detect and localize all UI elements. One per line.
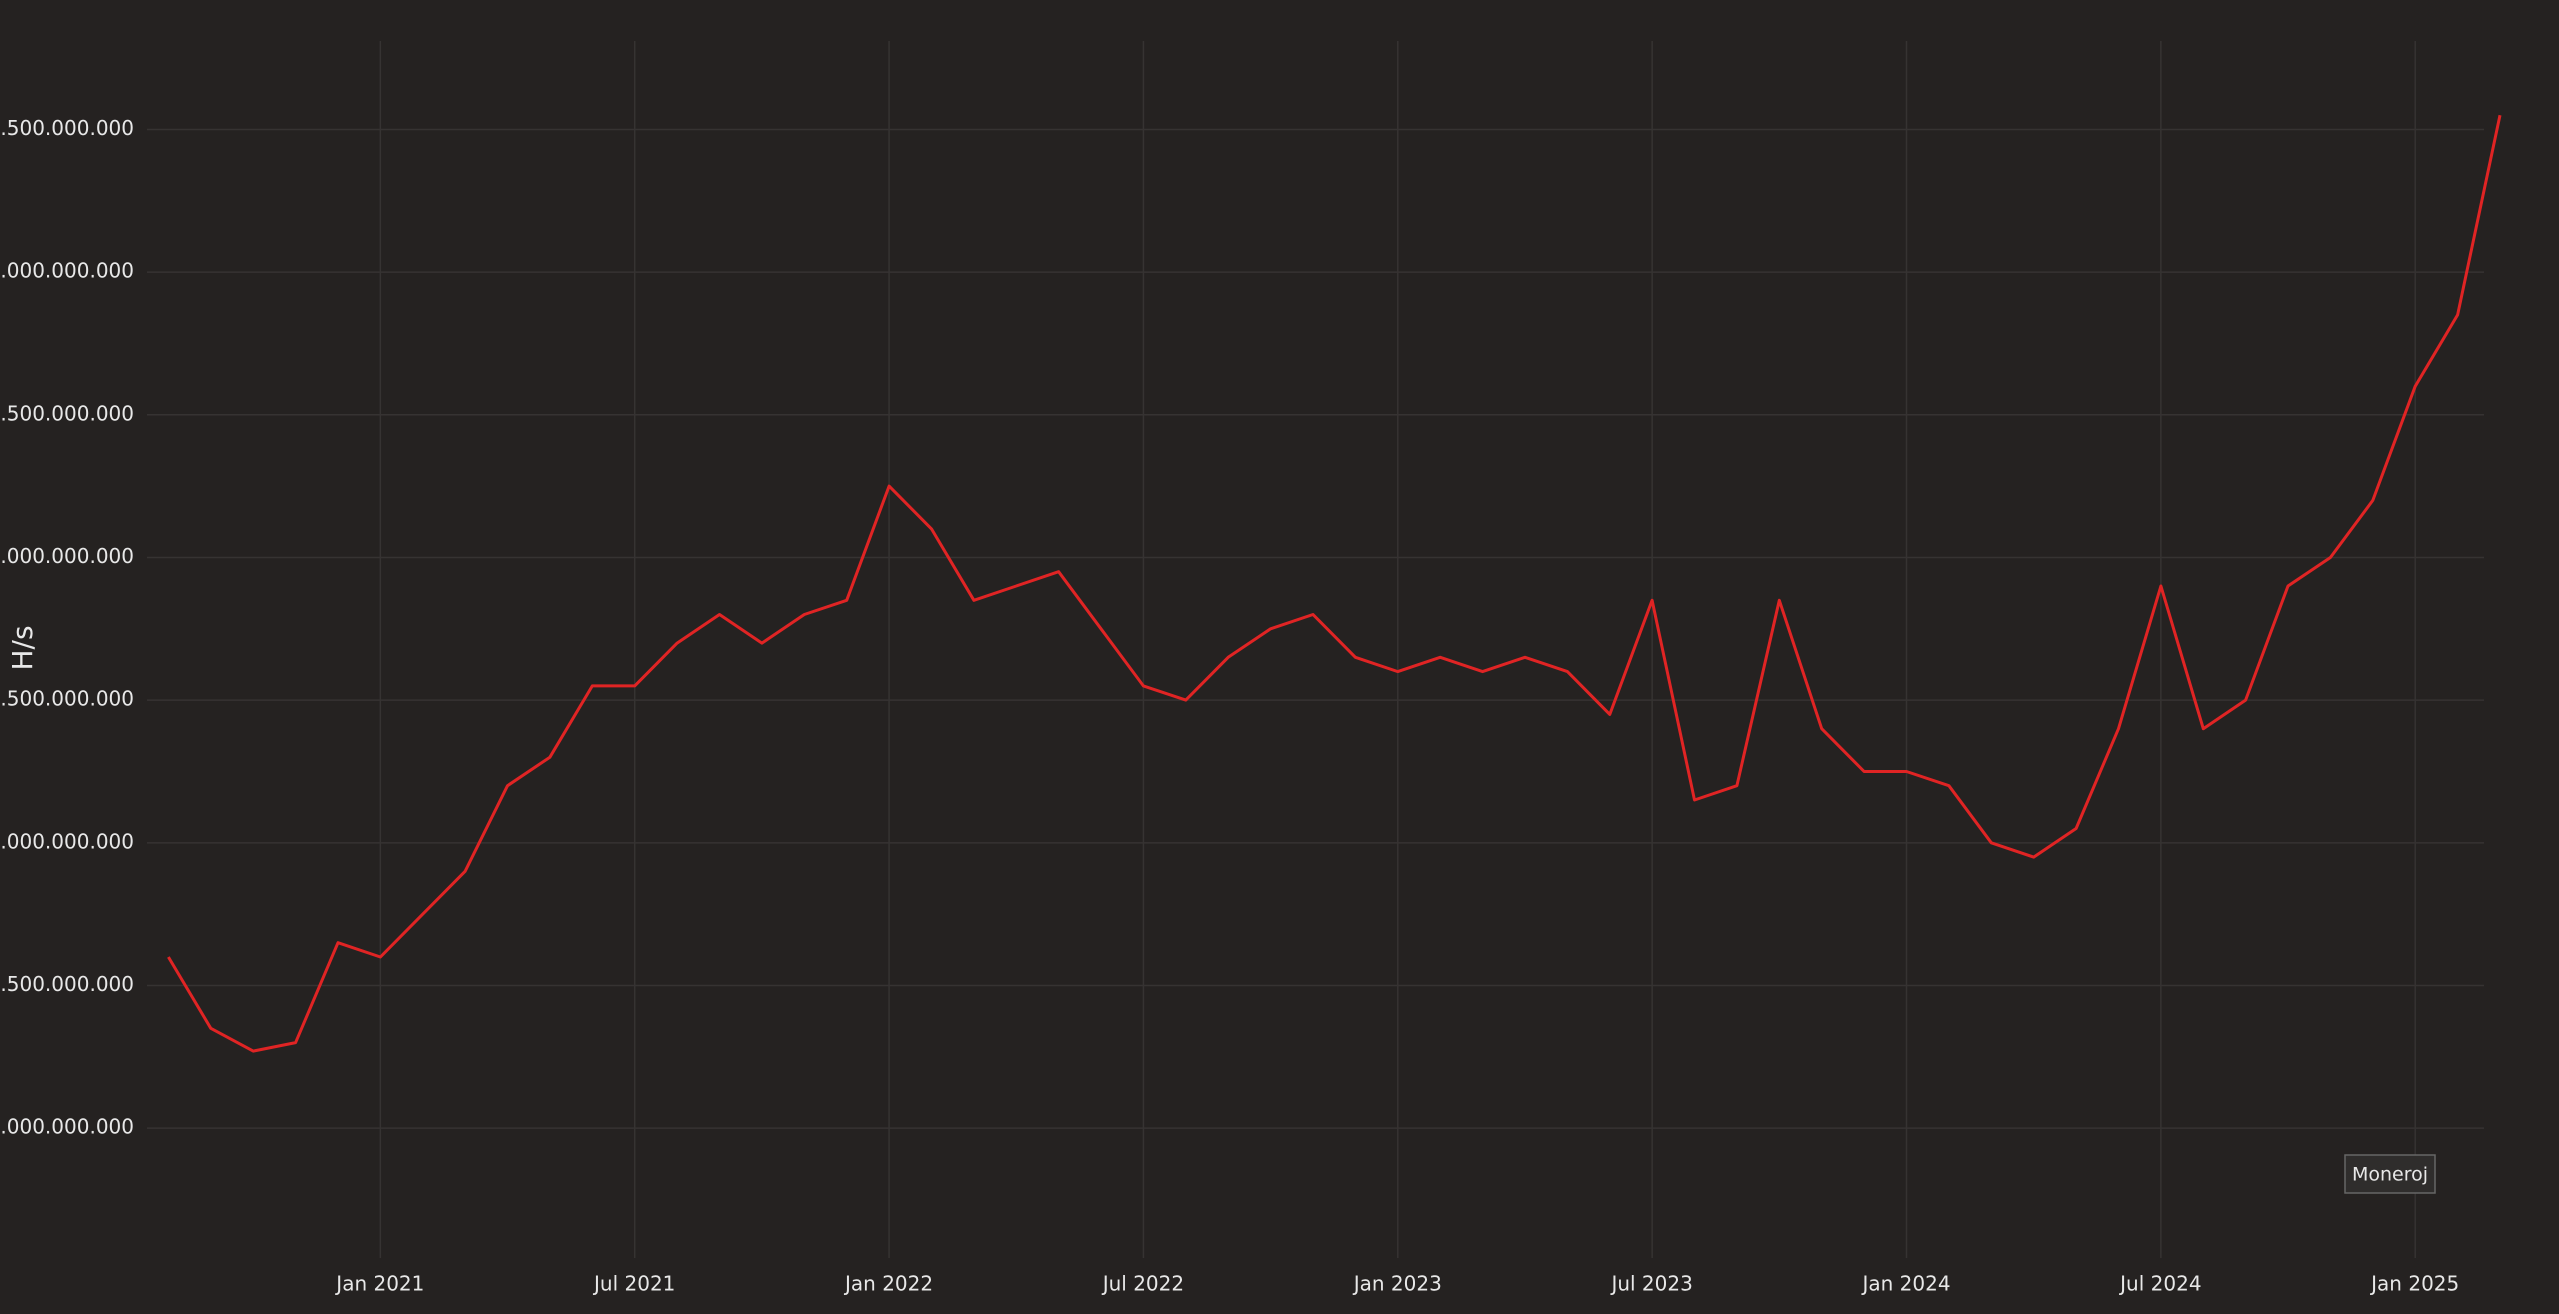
x-tick-label: Jan 2022 [843,1272,933,1296]
y-tick-label: 2.000.000.000 [0,829,134,853]
x-tick-label: Jul 2021 [592,1272,675,1296]
y-tick-label: 2.500.000.000 [0,687,134,711]
y-tick-label: 1.000.000.000 [0,1115,134,1139]
y-tick-label: 4.500.000.000 [0,116,134,140]
watermark-box [2344,1154,2436,1194]
x-tick-label: Jan 2023 [1352,1272,1442,1296]
y-tick-label: 3.000.000.000 [0,544,134,568]
y-tick-label: 1.500.000.000 [0,972,134,996]
x-tick-label: Jan 2021 [334,1272,424,1296]
y-tick-label: 3.500.000.000 [0,401,134,425]
y-tick-label: 4.000.000.000 [0,259,134,283]
x-tick-label: Jul 2022 [1101,1272,1184,1296]
x-tick-label: Jan 2025 [2369,1272,2459,1296]
y-axis-label: H/s [6,625,39,670]
x-tick-label: Jul 2023 [1609,1272,1692,1296]
watermark: Moneroj [2352,1164,2428,1186]
x-tick-label: Jan 2024 [1860,1272,1950,1296]
x-tick-label: Jul 2024 [2118,1272,2201,1296]
data-line [167,114,2502,1053]
